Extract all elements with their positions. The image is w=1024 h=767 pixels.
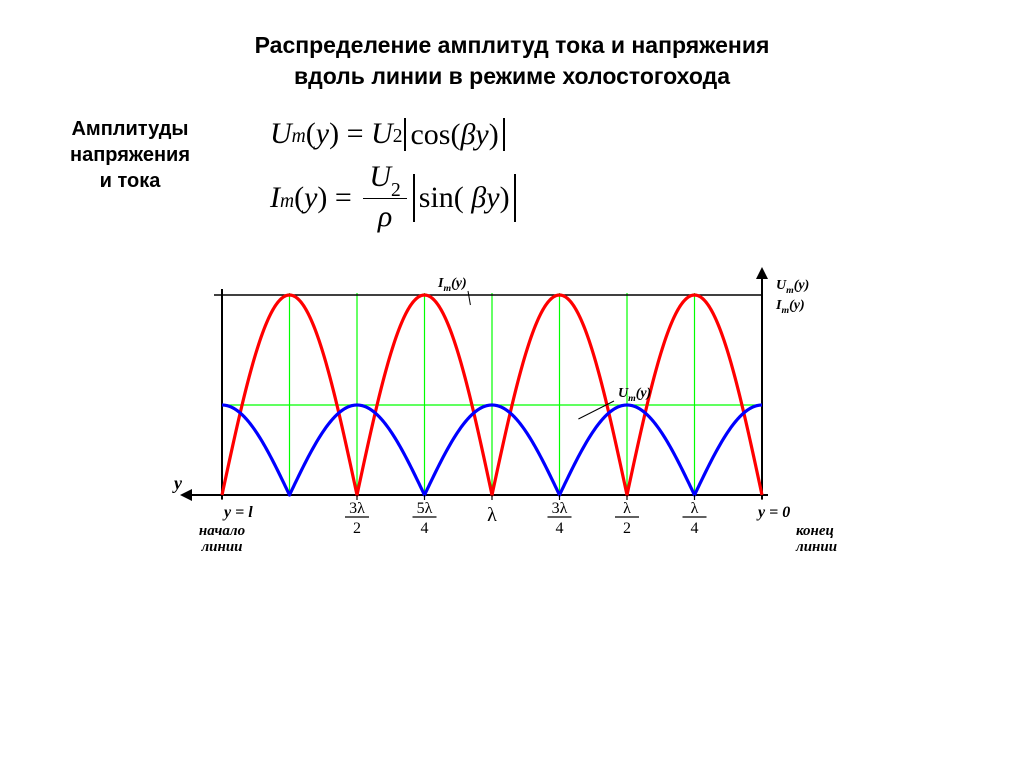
svg-text:Im(y): Im(y) bbox=[437, 276, 467, 294]
abs-sin: sin( βy) bbox=[413, 174, 516, 222]
svg-text:y: y bbox=[172, 473, 183, 493]
svg-text:Um(y): Um(y) bbox=[776, 278, 809, 296]
fraction: U2 ρ bbox=[363, 162, 406, 235]
svg-text:4: 4 bbox=[691, 520, 699, 537]
subtitle: Амплитуды напряжения и тока bbox=[40, 116, 220, 194]
svg-text:3λ: 3λ bbox=[552, 500, 568, 517]
svg-text:3λ: 3λ bbox=[349, 500, 365, 517]
standing-wave-chart: Im(y)Um(y)Um(y)Im(y)y = 0конецлинииλ4λ23… bbox=[152, 255, 872, 575]
svg-text:y = 0: y = 0 bbox=[756, 504, 790, 521]
svg-text:λ: λ bbox=[487, 504, 497, 526]
abs-cos: cos(βy) bbox=[404, 118, 504, 151]
svg-text:линии: линии bbox=[200, 539, 242, 555]
svg-text:конец: конец bbox=[796, 523, 834, 539]
svg-text:Um(y): Um(y) bbox=[618, 386, 651, 404]
title-line-2: вдоль линии в режиме холостогохода bbox=[294, 63, 730, 89]
svg-text:4: 4 bbox=[421, 520, 429, 537]
svg-text:2: 2 bbox=[353, 520, 361, 537]
equation-I: I m ( y ) = U2 ρ sin( βy) bbox=[270, 162, 518, 235]
svg-text:5λ: 5λ bbox=[417, 500, 433, 517]
svg-text:y = l: y = l bbox=[222, 504, 253, 521]
equations-block: U m ( y ) = U 2 cos(βy) I m ( y ) = U2 ρ… bbox=[270, 116, 518, 245]
svg-text:2: 2 bbox=[623, 520, 631, 537]
page-title: Распределение амплитуд тока и напряжения… bbox=[40, 30, 984, 92]
svg-text:4: 4 bbox=[556, 520, 564, 537]
svg-text:линии: линии bbox=[795, 539, 837, 555]
svg-text:Im(y): Im(y) bbox=[775, 298, 805, 316]
title-line-1: Распределение амплитуд тока и напряжения bbox=[255, 32, 770, 58]
svg-text:начало: начало bbox=[199, 523, 245, 539]
content-row: Амплитуды напряжения и тока U m ( y ) = … bbox=[40, 116, 984, 245]
svg-text:λ: λ bbox=[691, 500, 699, 517]
chart-container: Im(y)Um(y)Um(y)Im(y)y = 0конецлинииλ4λ23… bbox=[152, 255, 872, 580]
equation-U: U m ( y ) = U 2 cos(βy) bbox=[270, 116, 518, 152]
svg-text:λ: λ bbox=[623, 500, 631, 517]
